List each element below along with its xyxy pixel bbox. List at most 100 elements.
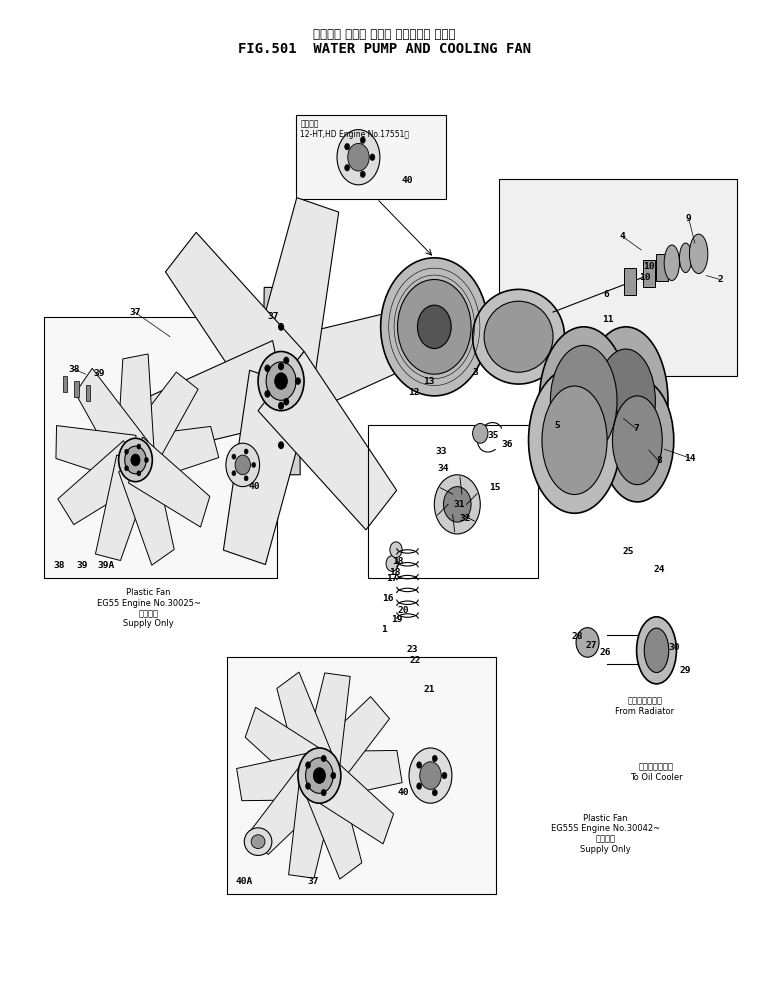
Ellipse shape [637, 617, 677, 683]
Circle shape [251, 462, 256, 468]
Circle shape [125, 466, 128, 471]
Circle shape [321, 756, 326, 762]
Polygon shape [311, 753, 394, 844]
Circle shape [244, 476, 248, 481]
Text: 39: 39 [94, 369, 105, 378]
Text: 37: 37 [308, 876, 319, 885]
Circle shape [295, 378, 301, 385]
Text: 28: 28 [572, 632, 584, 641]
Circle shape [345, 143, 350, 150]
Circle shape [420, 762, 441, 789]
Text: 22: 22 [409, 656, 421, 665]
Polygon shape [499, 179, 737, 376]
Text: 10: 10 [643, 262, 654, 271]
Ellipse shape [539, 326, 628, 475]
Text: 40: 40 [398, 788, 409, 797]
Text: 8: 8 [656, 457, 661, 466]
Text: Plastic Fan
EG55S Engine No.30042~
補給専用
Supply Only: Plastic Fan EG55S Engine No.30042~ 補給専用 … [551, 814, 660, 854]
Text: 39: 39 [77, 561, 88, 570]
Circle shape [265, 391, 270, 398]
Text: 18: 18 [392, 557, 404, 566]
Text: Plastic Fan
EG55 Engine No.30025~
補給専用
Supply Only: Plastic Fan EG55 Engine No.30025~ 補給専用 S… [97, 588, 201, 628]
Text: 34: 34 [438, 465, 449, 474]
Polygon shape [305, 696, 390, 792]
Circle shape [313, 767, 325, 783]
Polygon shape [165, 232, 304, 410]
Text: 38: 38 [68, 365, 80, 374]
Circle shape [398, 280, 471, 374]
Text: 23: 23 [406, 645, 418, 654]
Ellipse shape [473, 290, 564, 384]
Text: 27: 27 [586, 641, 598, 650]
Polygon shape [128, 437, 210, 527]
Polygon shape [138, 340, 289, 455]
Circle shape [232, 471, 236, 476]
Text: 16: 16 [382, 593, 393, 602]
Polygon shape [119, 372, 198, 473]
Ellipse shape [680, 243, 692, 273]
Circle shape [370, 154, 375, 160]
Polygon shape [58, 441, 148, 524]
Circle shape [432, 756, 438, 762]
Ellipse shape [584, 326, 668, 475]
Polygon shape [288, 773, 338, 878]
Text: 15: 15 [489, 483, 501, 493]
Ellipse shape [612, 396, 662, 485]
Text: 3: 3 [472, 368, 478, 377]
Text: 6: 6 [604, 290, 610, 299]
Ellipse shape [601, 379, 674, 501]
Text: 39A: 39A [98, 561, 115, 570]
Polygon shape [118, 448, 175, 565]
Circle shape [275, 373, 288, 390]
Ellipse shape [597, 349, 655, 453]
Text: 29: 29 [680, 666, 691, 674]
Text: 14: 14 [684, 454, 695, 463]
Polygon shape [224, 370, 312, 565]
Circle shape [386, 556, 398, 572]
Polygon shape [117, 354, 155, 464]
Ellipse shape [245, 828, 272, 855]
Circle shape [434, 475, 481, 534]
Circle shape [125, 446, 146, 474]
Circle shape [226, 443, 260, 487]
Text: 37: 37 [129, 308, 141, 316]
Polygon shape [245, 707, 327, 798]
Text: 37: 37 [268, 313, 279, 321]
Circle shape [278, 322, 284, 330]
Text: 38: 38 [53, 561, 65, 570]
Circle shape [321, 789, 326, 796]
Circle shape [145, 457, 148, 463]
Circle shape [265, 365, 270, 372]
Circle shape [137, 444, 141, 449]
Text: 10: 10 [639, 273, 651, 282]
Circle shape [345, 164, 350, 171]
Text: 11: 11 [602, 315, 614, 324]
Circle shape [235, 455, 251, 475]
Circle shape [417, 762, 421, 768]
Polygon shape [250, 198, 338, 392]
Circle shape [417, 783, 421, 789]
Circle shape [305, 758, 333, 793]
Polygon shape [129, 426, 219, 484]
Ellipse shape [644, 628, 669, 673]
Text: 13: 13 [423, 377, 434, 386]
Bar [296, 115, 446, 199]
Polygon shape [258, 351, 397, 530]
Circle shape [244, 449, 248, 454]
Circle shape [348, 143, 369, 171]
Bar [74, 381, 78, 397]
Bar [624, 268, 636, 296]
Text: 40: 40 [248, 482, 260, 492]
Polygon shape [277, 673, 336, 788]
Text: 40: 40 [401, 176, 413, 185]
Circle shape [442, 772, 447, 779]
Text: 31: 31 [454, 499, 465, 509]
Text: 33: 33 [435, 447, 447, 456]
Polygon shape [301, 673, 350, 778]
Text: FIG.501  WATER PUMP AND COOLING FAN: FIG.501 WATER PUMP AND COOLING FAN [238, 42, 531, 55]
Bar [228, 658, 495, 894]
Text: 26: 26 [599, 648, 611, 657]
Text: 18: 18 [389, 568, 401, 577]
Circle shape [258, 351, 304, 410]
Circle shape [390, 542, 402, 558]
